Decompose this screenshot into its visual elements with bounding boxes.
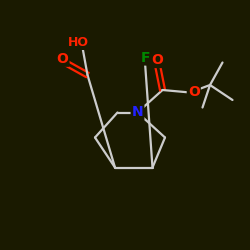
Text: HO: HO	[68, 36, 89, 49]
Text: O: O	[56, 52, 68, 66]
Text: F: F	[140, 50, 150, 64]
Text: O: O	[188, 86, 200, 100]
Text: O: O	[152, 53, 164, 67]
Text: N: N	[132, 106, 143, 120]
